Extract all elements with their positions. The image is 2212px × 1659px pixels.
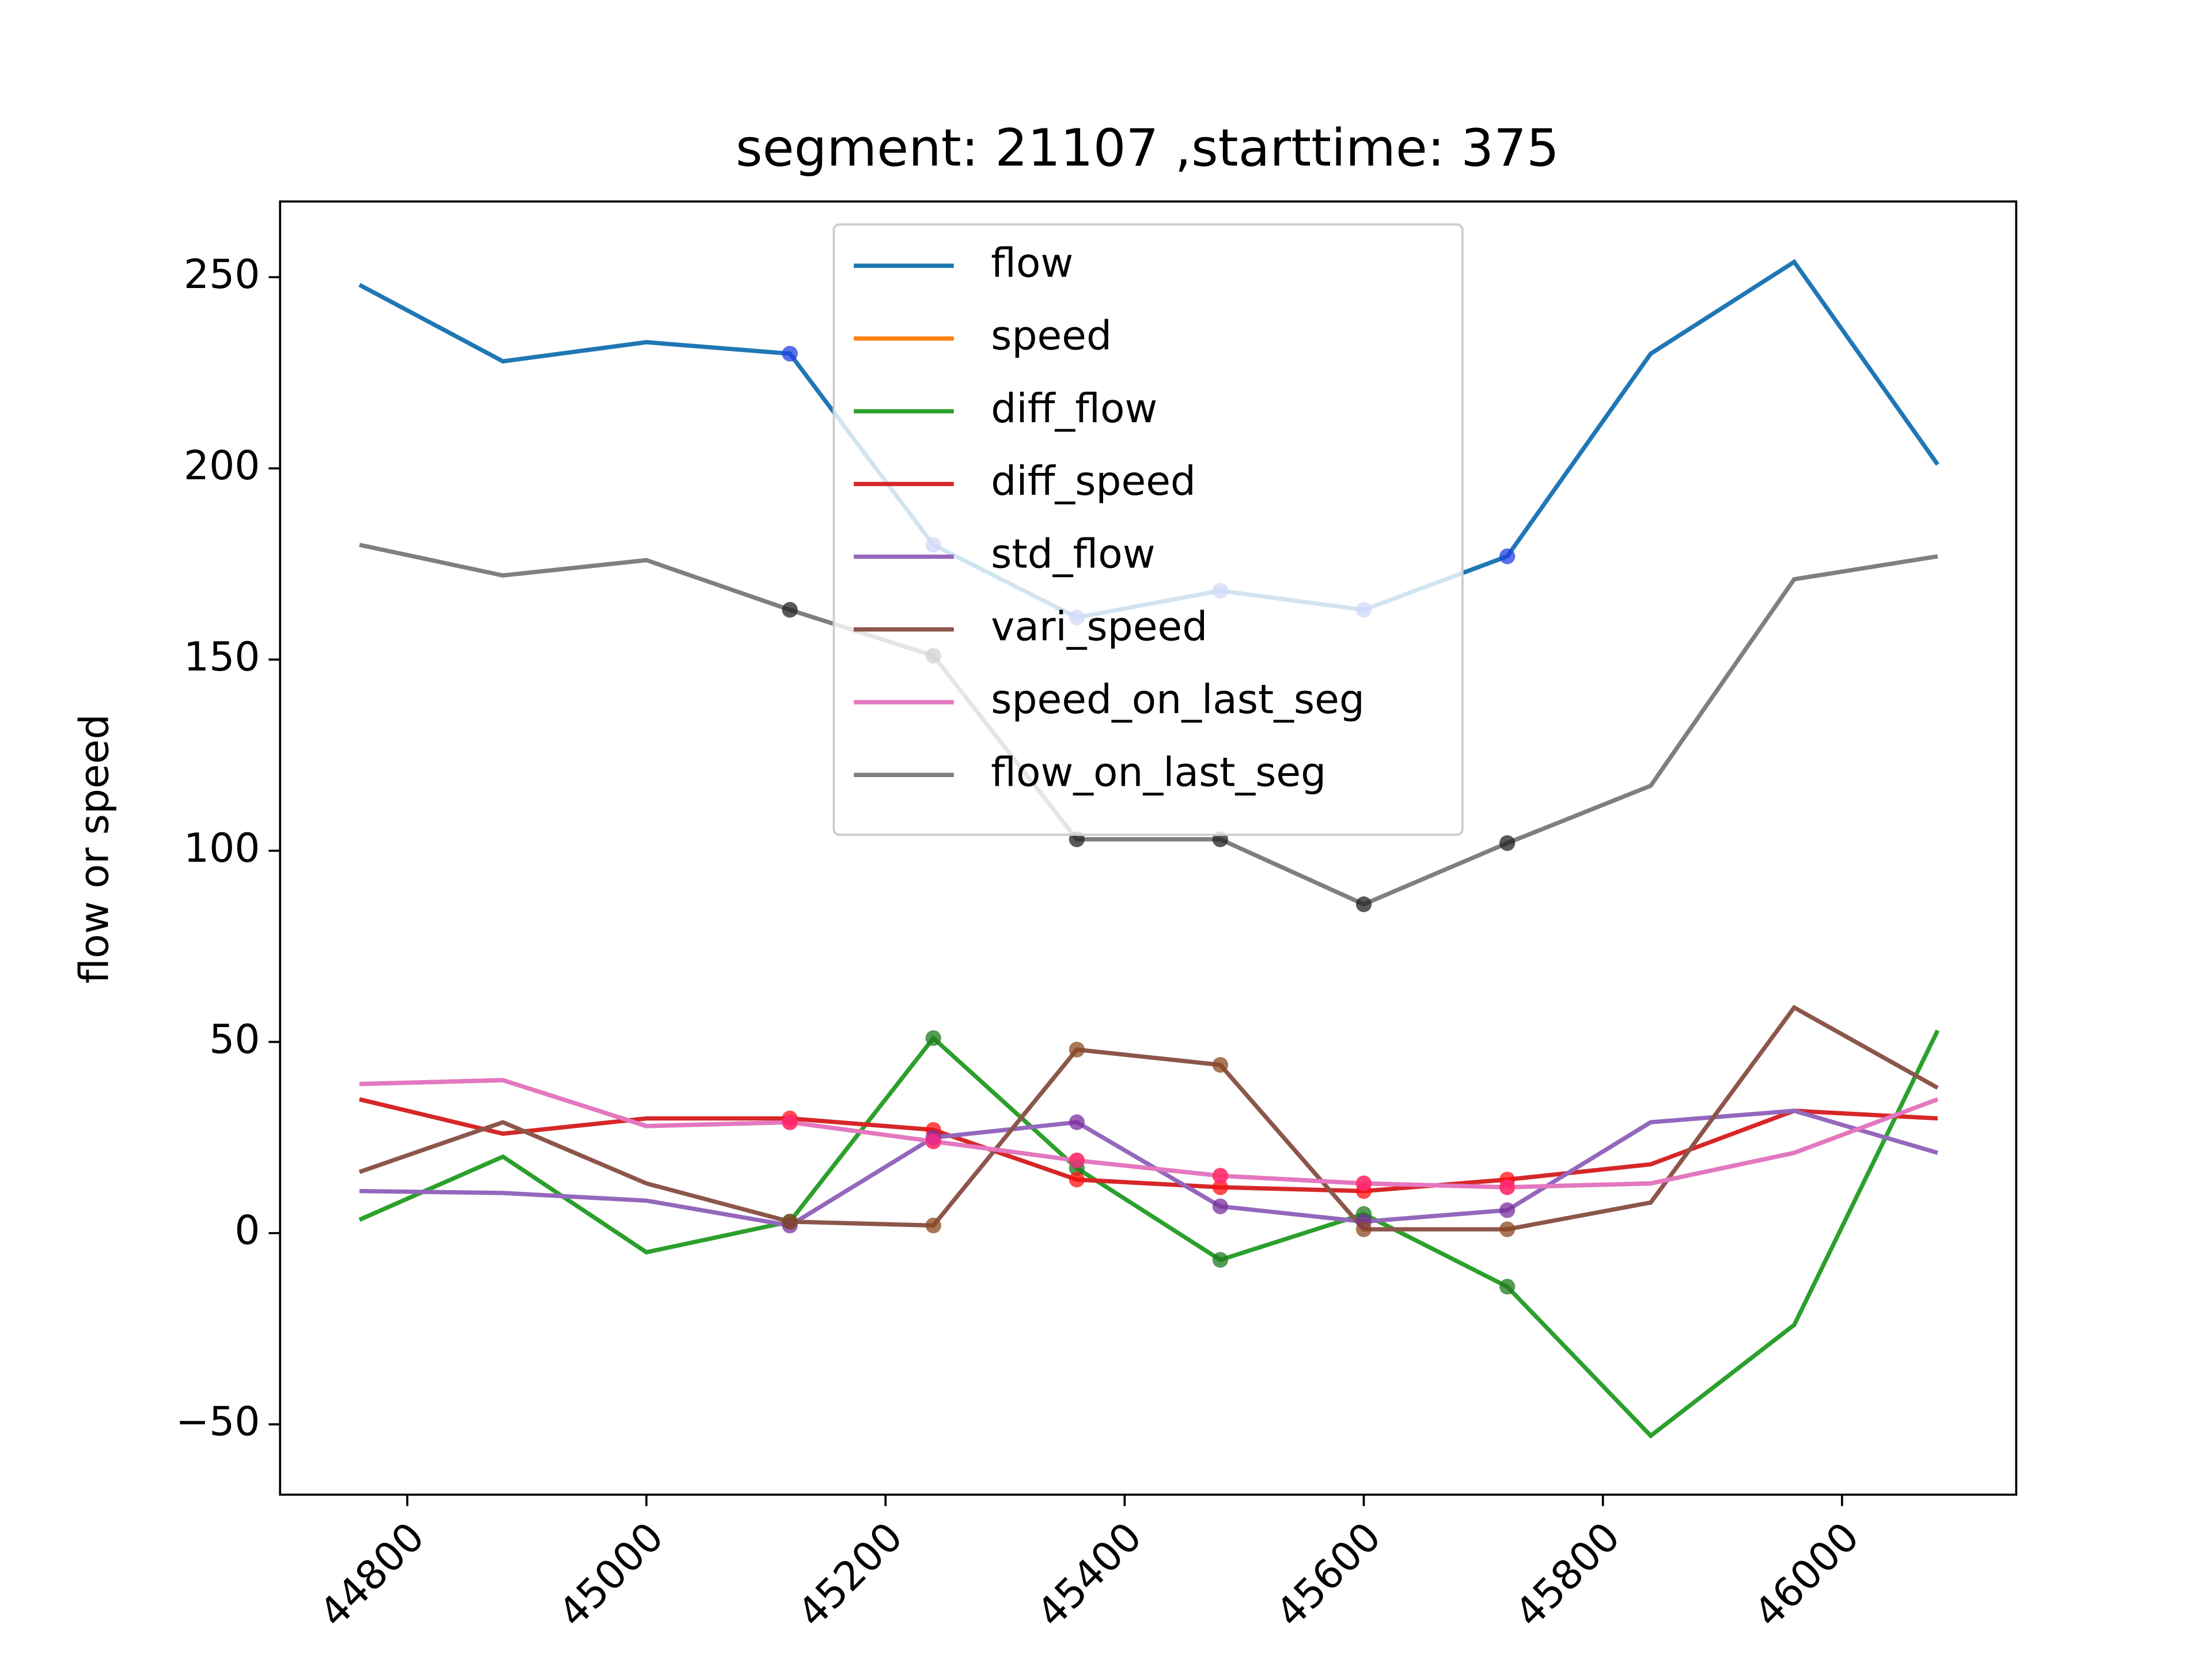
point-marker xyxy=(1499,1278,1516,1295)
point-marker xyxy=(925,1217,941,1234)
point-marker xyxy=(1212,1056,1229,1073)
legend-label: speed_on_last_seg xyxy=(991,677,1365,723)
point-marker xyxy=(925,1133,941,1150)
point-marker xyxy=(1069,1114,1085,1130)
point-marker xyxy=(1069,1041,1085,1058)
y-tick-label: 100 xyxy=(184,825,260,872)
legend-label: speed xyxy=(991,313,1112,359)
y-tick-label: 250 xyxy=(184,252,260,298)
legend-label: diff_flow xyxy=(991,386,1157,432)
y-tick-label: −50 xyxy=(176,1399,260,1445)
point-marker xyxy=(782,602,798,618)
y-tick-label: 0 xyxy=(234,1208,260,1254)
point-marker xyxy=(1355,1175,1372,1192)
point-marker xyxy=(1069,1172,1085,1188)
point-marker xyxy=(782,1114,798,1130)
series-line xyxy=(358,1005,1939,1232)
point-marker xyxy=(1355,1221,1372,1237)
legend-label: flow_on_last_seg xyxy=(991,749,1326,796)
point-marker xyxy=(1355,896,1372,912)
point-marker xyxy=(1069,1152,1085,1169)
point-marker xyxy=(1499,1179,1516,1195)
point-marker xyxy=(925,1030,941,1046)
point-marker xyxy=(1499,548,1516,565)
point-marker xyxy=(1499,1202,1516,1218)
point-marker xyxy=(1212,1179,1229,1195)
legend-label: flow xyxy=(991,240,1073,286)
point-marker xyxy=(1499,1221,1516,1237)
series-line xyxy=(359,1097,1938,1194)
y-tick-label: 200 xyxy=(184,443,260,489)
plot-frame xyxy=(279,200,2018,1496)
point-marker xyxy=(1499,835,1516,851)
legend-label: std_flow xyxy=(991,531,1155,577)
series-line xyxy=(359,543,1938,907)
series-line xyxy=(359,1108,1938,1228)
legend-label: vari_speed xyxy=(991,604,1207,650)
point-marker xyxy=(782,1214,798,1230)
point-marker xyxy=(1212,1168,1229,1184)
point-marker xyxy=(782,346,798,362)
legend-box xyxy=(832,223,1464,836)
chart-title: segment: 21107 ,starttime: 375 xyxy=(736,118,1559,178)
series-line xyxy=(358,1029,1940,1439)
legend-label: diff_speed xyxy=(991,459,1196,505)
point-marker xyxy=(1212,1252,1229,1268)
y-tick-label: 150 xyxy=(184,634,260,680)
y-tick-label: 50 xyxy=(209,1017,260,1063)
y-axis-label: flow or speed xyxy=(72,714,118,984)
point-marker xyxy=(1212,1198,1229,1214)
series-line xyxy=(359,1078,1939,1190)
